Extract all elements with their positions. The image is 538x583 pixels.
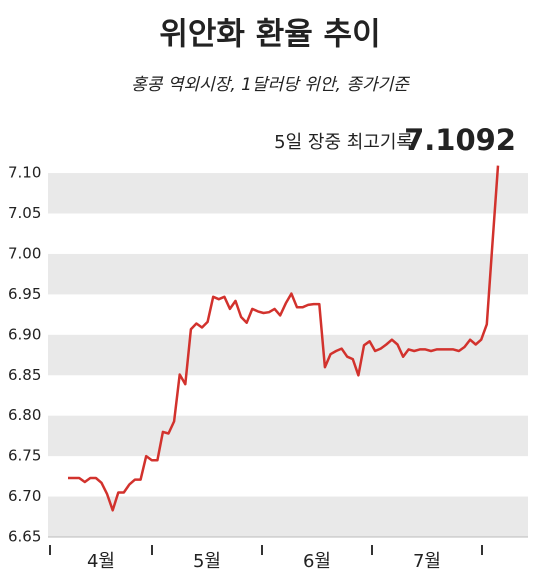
annotation: 5일 장중 최고기록 [274,132,413,153]
x-tick-label: 7월 [413,551,441,572]
chart-title: 위안화 환율 추이 [159,17,380,53]
x-tick-label: 5월 [193,551,221,572]
y-tick-label: 7.10 [8,164,41,182]
y-tick-label: 6.70 [8,487,41,505]
grid-band [48,173,528,214]
annotation-value: 7.1092 [404,123,516,157]
y-tick-label: 7.00 [8,244,41,262]
x-tick-label: 6월 [303,551,331,572]
y-tick-label: 6.75 [8,447,41,465]
y-tick-label: 7.05 [8,204,41,222]
x-tick-label: 4월 [87,551,115,572]
data-line [68,165,500,512]
y-tick-label: 6.85 [8,366,41,384]
y-tick-label: 6.80 [8,406,41,424]
y-tick-label: 6.90 [8,325,41,343]
y-tick-label: 6.65 [8,528,41,546]
grid-band [48,415,528,457]
grid-band [48,496,528,537]
chart-subtitle: 홍콩 역외시장, 1달러당 위안, 종가기준 [131,75,410,95]
y-tick-label: 6.95 [8,285,41,303]
grid-band [48,253,528,295]
grid-band [48,334,528,376]
